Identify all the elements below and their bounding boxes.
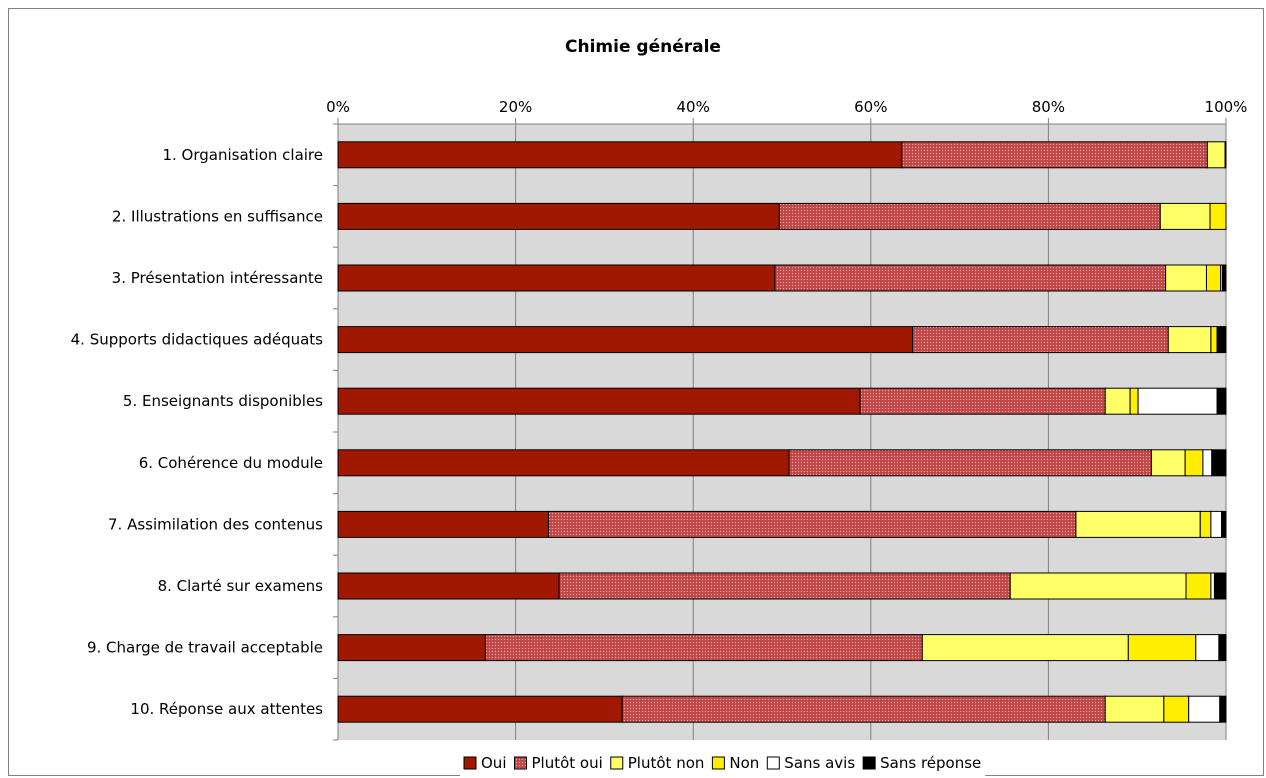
bar-non <box>1209 202 1227 230</box>
legend-swatch-sans-avis <box>766 756 780 770</box>
bar-plutot-non <box>1104 387 1131 415</box>
bar-plutot-oui <box>912 326 1169 354</box>
bar-oui <box>337 326 914 354</box>
bar-sans-avis <box>1195 634 1220 662</box>
bar-sans-reponse <box>1218 634 1227 662</box>
x-tick-label: 80% <box>1032 98 1065 116</box>
bar-sans-avis <box>1137 387 1218 415</box>
category-label: 10. Réponse aux attentes <box>130 700 323 718</box>
bar-non <box>1129 387 1139 415</box>
bar-sans-reponse <box>1219 695 1227 723</box>
x-tick-label: 60% <box>854 98 887 116</box>
bar-non <box>1199 510 1212 538</box>
legend-swatch-plutot-non <box>610 756 624 770</box>
bar-sans-reponse <box>1221 510 1227 538</box>
bar-non <box>1163 695 1190 723</box>
bar-sans-reponse <box>1224 141 1227 169</box>
bar-plutot-non <box>1104 695 1165 723</box>
category-label: 1. Organisation claire <box>162 146 323 164</box>
category-label: 4. Supports didactiques adéquats <box>71 331 324 349</box>
bar-sans-reponse <box>1211 449 1227 477</box>
legend-label-non: Non <box>729 754 759 772</box>
bar-oui <box>337 449 790 477</box>
bar-plutot-oui <box>621 695 1106 723</box>
bar-oui <box>337 572 560 600</box>
bar-non <box>1184 449 1204 477</box>
bar-plutot-oui <box>547 510 1077 538</box>
legend-label-sans-avis: Sans avis <box>784 754 855 772</box>
bar-oui <box>337 264 776 292</box>
bar-plutot-non <box>921 634 1129 662</box>
x-tick-label: 100% <box>1205 98 1248 116</box>
x-tick-label: 40% <box>677 98 710 116</box>
bar-non <box>1210 326 1218 354</box>
legend-label-oui: Oui <box>481 754 506 772</box>
bar-non <box>1205 264 1222 292</box>
bar-plutot-oui <box>859 387 1106 415</box>
bar-plutot-oui <box>778 202 1161 230</box>
chart-title: Chimie générale <box>565 37 721 57</box>
legend-swatch-sans-reponse <box>862 756 876 770</box>
legend-swatch-plutot-oui <box>513 756 527 770</box>
category-label: 8. Clarté sur examens <box>158 577 324 595</box>
category-label: 5. Enseignants disponibles <box>123 392 323 410</box>
bar-plutot-oui <box>901 141 1208 169</box>
bar-oui <box>337 510 549 538</box>
bar-plutot-non <box>1206 141 1226 169</box>
bar-non <box>1185 572 1212 600</box>
legend-label-sans-reponse: Sans réponse <box>880 754 981 772</box>
bar-plutot-oui <box>484 634 923 662</box>
bar-plutot-non <box>1159 202 1211 230</box>
category-label: 3. Présentation intéressante <box>112 269 323 287</box>
bar-oui <box>337 387 861 415</box>
category-label: 7. Assimilation des contenus <box>108 515 323 533</box>
legend-label-plutot-non: Plutôt non <box>628 754 705 772</box>
bar-plutot-non <box>1009 572 1187 600</box>
bar-plutot-oui <box>558 572 1011 600</box>
legend-label-plutot-oui: Plutôt oui <box>531 754 602 772</box>
x-tick-label: 0% <box>326 98 350 116</box>
bar-sans-reponse <box>1216 326 1227 354</box>
x-tick-label: 20% <box>499 98 532 116</box>
bar-sans-reponse <box>1216 387 1227 415</box>
bar-sans-avis <box>1210 572 1215 600</box>
bar-plutot-non <box>1150 449 1186 477</box>
category-label: 9. Charge de travail acceptable <box>87 639 323 657</box>
category-label: 2. Illustrations en suffisance <box>112 207 323 225</box>
bar-sans-reponse <box>1221 264 1227 292</box>
category-label: 6. Cohérence du module <box>139 454 323 472</box>
bar-sans-avis <box>1188 695 1221 723</box>
legend-swatch-oui <box>463 756 477 770</box>
bar-plutot-oui <box>788 449 1152 477</box>
bar-plutot-non <box>1075 510 1201 538</box>
bar-sans-reponse <box>1213 572 1227 600</box>
bar-plutot-oui <box>774 264 1167 292</box>
bar-plutot-non <box>1167 326 1212 354</box>
bar-non <box>1127 634 1197 662</box>
bar-sans-avis <box>1202 449 1213 477</box>
bar-oui <box>337 695 623 723</box>
bar-oui <box>337 141 903 169</box>
bar-sans-avis <box>1210 510 1223 538</box>
bar-oui <box>337 202 780 230</box>
bar-plutot-non <box>1165 264 1207 292</box>
bar-oui <box>337 634 486 662</box>
legend-swatch-non <box>711 756 725 770</box>
